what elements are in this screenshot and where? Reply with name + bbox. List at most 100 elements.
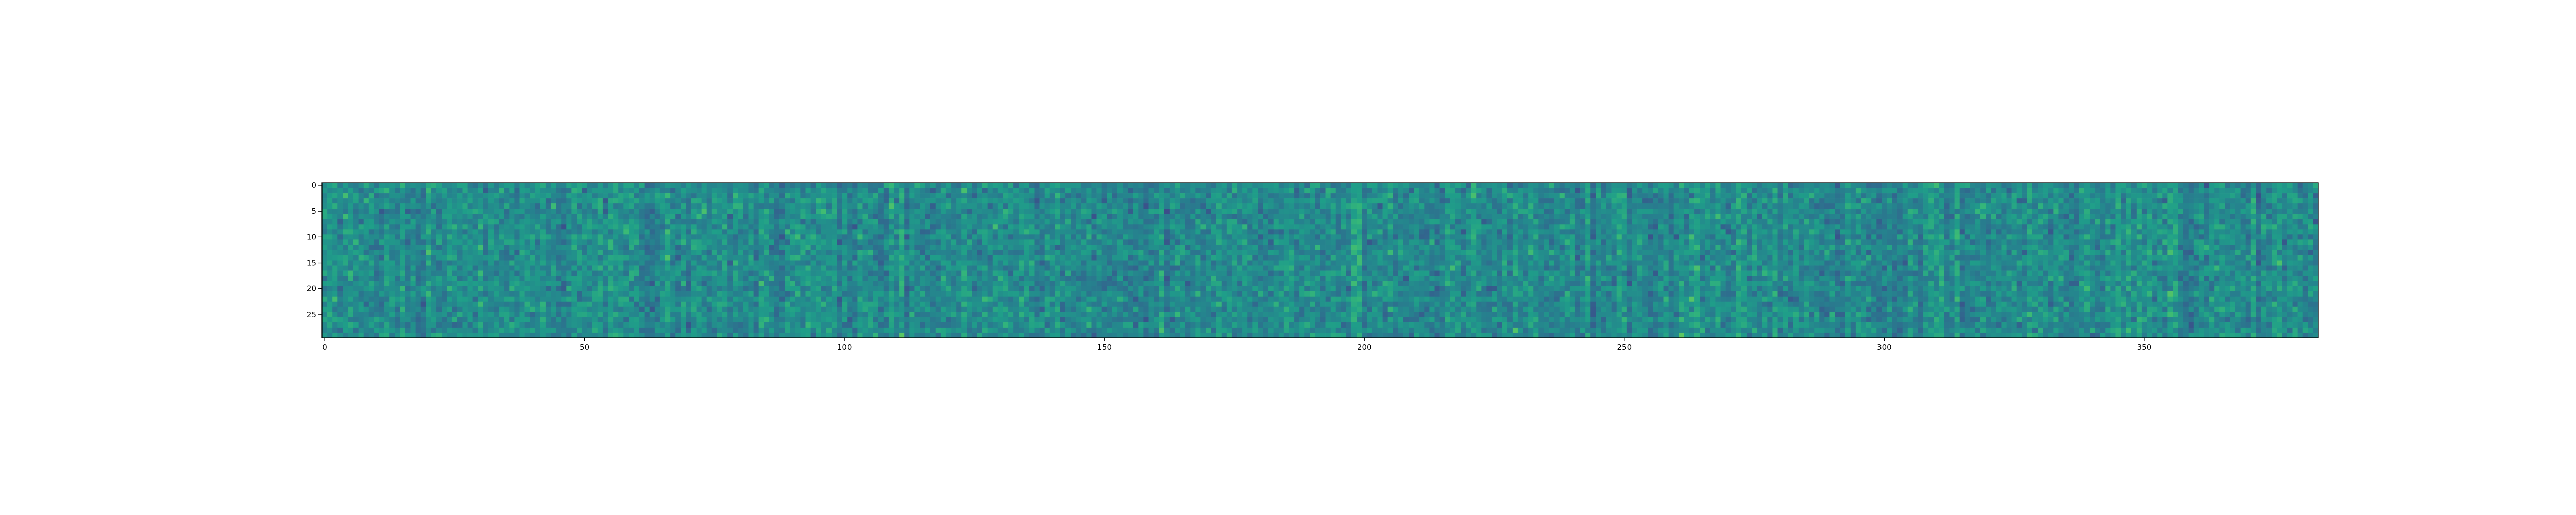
heatmap-cell bbox=[420, 224, 427, 230]
heatmap-cell bbox=[1923, 193, 1929, 199]
heatmap-cell bbox=[1398, 219, 1404, 225]
heatmap-cell bbox=[1299, 193, 1305, 199]
heatmap-cell bbox=[530, 203, 536, 209]
heatmap-cell bbox=[654, 219, 660, 225]
heatmap-cell bbox=[1424, 234, 1430, 240]
heatmap-cell bbox=[2225, 234, 2230, 240]
heatmap-cell bbox=[1351, 198, 1357, 204]
heatmap-cell bbox=[1367, 239, 1372, 245]
heatmap-cell bbox=[1049, 219, 1056, 225]
heatmap-cell bbox=[1107, 183, 1113, 188]
heatmap-cell bbox=[1455, 193, 1461, 199]
heatmap-cell bbox=[1959, 183, 1965, 188]
heatmap-cell bbox=[2214, 193, 2220, 199]
heatmap-cell bbox=[1803, 198, 1809, 204]
heatmap-cell bbox=[561, 245, 567, 250]
heatmap-cell bbox=[1029, 203, 1035, 209]
heatmap-cell bbox=[431, 224, 437, 230]
heatmap-cell bbox=[1882, 245, 1887, 250]
heatmap-cell bbox=[524, 229, 530, 235]
heatmap-cell bbox=[904, 214, 910, 219]
heatmap-cell bbox=[1502, 203, 1508, 209]
heatmap-cell bbox=[597, 229, 603, 235]
heatmap-cell bbox=[1076, 234, 1081, 240]
heatmap-cell bbox=[1793, 224, 1799, 230]
heatmap-cell bbox=[447, 193, 452, 199]
heatmap-cell bbox=[2209, 183, 2215, 188]
heatmap-cell bbox=[1138, 198, 1144, 204]
heatmap-cell bbox=[566, 203, 572, 209]
heatmap-cell bbox=[837, 193, 842, 199]
heatmap-cell bbox=[472, 203, 479, 209]
heatmap-cell bbox=[1663, 214, 1669, 219]
heatmap-cell bbox=[1429, 209, 1435, 214]
heatmap-cell bbox=[1585, 234, 1591, 240]
heatmap-cell bbox=[1044, 188, 1050, 194]
heatmap-cell bbox=[2282, 234, 2287, 240]
heatmap-cell bbox=[785, 209, 790, 214]
heatmap-cell bbox=[706, 203, 713, 209]
heatmap-cell bbox=[488, 234, 494, 240]
heatmap-cell bbox=[2032, 203, 2038, 209]
heatmap-cell bbox=[1892, 245, 1897, 250]
heatmap-cell bbox=[462, 188, 468, 194]
heatmap-cell bbox=[1767, 188, 1773, 194]
heatmap-cell bbox=[1528, 183, 1534, 188]
heatmap-cell bbox=[587, 183, 593, 188]
heatmap-cell bbox=[509, 198, 515, 204]
heatmap-cell bbox=[1154, 234, 1160, 240]
heatmap-cell bbox=[644, 214, 650, 219]
heatmap-cell bbox=[1221, 224, 1227, 230]
heatmap-cell bbox=[483, 183, 489, 188]
heatmap-cell bbox=[577, 239, 582, 245]
heatmap-cell bbox=[1590, 229, 1596, 235]
heatmap-cell bbox=[2121, 193, 2126, 199]
heatmap-cell bbox=[524, 239, 530, 245]
heatmap-cell bbox=[1824, 234, 1830, 240]
heatmap-cell bbox=[1580, 183, 1586, 188]
heatmap-cell bbox=[686, 203, 691, 209]
heatmap-cell bbox=[1720, 219, 1726, 225]
heatmap-cell bbox=[1871, 198, 1877, 204]
heatmap-cell bbox=[1367, 183, 1372, 188]
heatmap-cell bbox=[1460, 203, 1466, 209]
heatmap-cell bbox=[1387, 209, 1394, 214]
heatmap-cell bbox=[1258, 224, 1263, 230]
heatmap-cell bbox=[1902, 198, 1908, 204]
heatmap-cell bbox=[1450, 234, 1456, 240]
heatmap-cell bbox=[785, 245, 790, 250]
heatmap-cell bbox=[1637, 203, 1643, 209]
heatmap-cell bbox=[2032, 209, 2038, 214]
heatmap-cell bbox=[499, 214, 504, 219]
heatmap-cell bbox=[1777, 209, 1783, 214]
heatmap-cell bbox=[2032, 245, 2038, 250]
heatmap-cell bbox=[374, 209, 380, 214]
heatmap-cell bbox=[2048, 188, 2054, 194]
heatmap-cell bbox=[940, 203, 946, 209]
heatmap-cell bbox=[1341, 203, 1347, 209]
heatmap-cell bbox=[967, 193, 972, 199]
heatmap-cell bbox=[1211, 214, 1217, 219]
heatmap-cell bbox=[405, 239, 411, 245]
heatmap-cell bbox=[472, 239, 479, 245]
heatmap-cell bbox=[2173, 193, 2178, 199]
heatmap-cell bbox=[395, 198, 400, 204]
heatmap-cell bbox=[706, 209, 713, 214]
heatmap-cell bbox=[987, 183, 993, 188]
heatmap-cell bbox=[571, 214, 577, 219]
heatmap-cell bbox=[2048, 229, 2054, 235]
heatmap-cell bbox=[358, 198, 364, 204]
heatmap-cell bbox=[1221, 239, 1227, 245]
heatmap-cell bbox=[935, 188, 941, 194]
heatmap-cell bbox=[2235, 193, 2241, 199]
heatmap-cell bbox=[1824, 224, 1830, 230]
heatmap-cell bbox=[899, 203, 905, 209]
heatmap-cell bbox=[1169, 188, 1175, 194]
heatmap-cell bbox=[1523, 219, 1529, 225]
heatmap-cell bbox=[556, 224, 562, 230]
heatmap-cell bbox=[795, 229, 801, 235]
heatmap-cell bbox=[1512, 183, 1518, 188]
heatmap-cell bbox=[2193, 245, 2199, 250]
heatmap-cell bbox=[1996, 245, 2002, 250]
heatmap-cell bbox=[2063, 219, 2069, 225]
